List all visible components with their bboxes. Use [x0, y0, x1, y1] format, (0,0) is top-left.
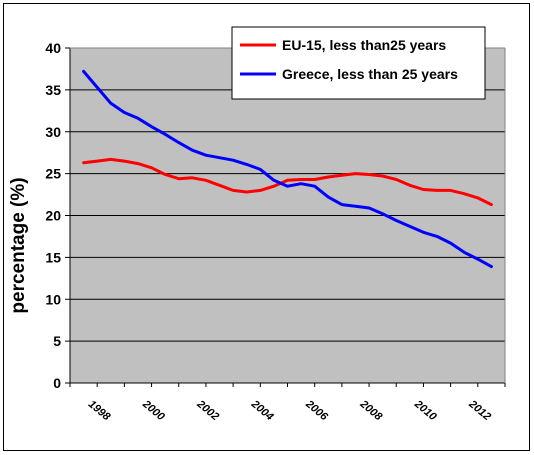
x-tick-label: 2006: [303, 398, 331, 424]
x-tick-label: 1998: [86, 398, 113, 423]
x-tick-label: 2008: [357, 398, 385, 424]
y-tick-label: 0: [53, 375, 61, 391]
series-line-eu15: [82, 157, 493, 207]
x-tick-labels: 1998 2000 2002 2004 2006 2008 2010 2012: [86, 398, 493, 424]
y-tick-label: 35: [45, 82, 61, 98]
x-tick-label: 2004: [248, 398, 275, 424]
x-tick-label: 2012: [466, 398, 493, 424]
series-lines: [82, 69, 493, 269]
y-tick-label: 15: [45, 249, 61, 265]
y-tick-label: 5: [53, 333, 61, 349]
y-tick-labels: 0 5 10 15 20 25 30 35 40: [45, 40, 61, 391]
y-tick-label: 10: [45, 291, 61, 307]
y-tick-label: 25: [45, 166, 61, 182]
x-tick-label: 2010: [411, 398, 439, 424]
x-tick-label: 2002: [194, 398, 221, 424]
legend: EU-15, less than25 years Greece, less th…: [231, 26, 486, 100]
y-tick-label: 30: [45, 124, 61, 140]
y-axis-label: percentage (%): [8, 177, 29, 313]
y-tick-label: 20: [45, 208, 61, 224]
legend-label-eu15: EU-15, less than25 years: [282, 37, 446, 53]
legend-box: [231, 26, 486, 100]
legend-label-greece: Greece, less than 25 years: [282, 66, 458, 82]
series-line-greece: [82, 69, 493, 269]
x-tick-label: 2000: [139, 398, 167, 424]
y-tick-label: 40: [45, 40, 61, 56]
